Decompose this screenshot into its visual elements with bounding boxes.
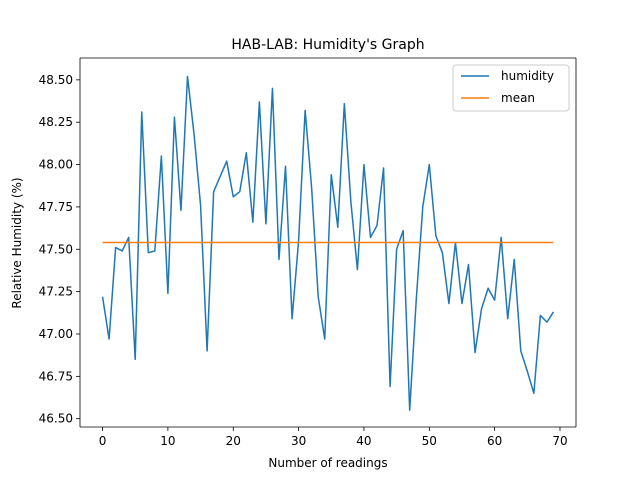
chart-title: HAB-LAB: Humidity's Graph bbox=[231, 37, 424, 53]
y-axis: 46.50 46.75 47.00 47.25 47.50 47.75 48.00 48.25… bbox=[39, 73, 80, 426]
legend-label-mean: mean bbox=[501, 91, 535, 105]
x-tick-label: 0 bbox=[99, 434, 107, 448]
x-axis: 0 10 20 30 40 50 60 70 bbox=[99, 427, 568, 448]
series-line-humidity bbox=[101, 75, 555, 411]
x-axis-label: Number of readings bbox=[268, 456, 387, 470]
y-tick-label: 47.00 bbox=[39, 327, 73, 341]
series-layer bbox=[101, 75, 555, 411]
legend-label-humidity: humidity bbox=[501, 69, 554, 83]
y-tick-label: 48.50 bbox=[39, 73, 73, 87]
y-axis-label: Relative Humidity (%) bbox=[10, 177, 24, 308]
y-tick-label: 48.25 bbox=[39, 115, 73, 129]
y-tick-label: 46.75 bbox=[39, 369, 73, 383]
x-tick-label: 10 bbox=[160, 434, 175, 448]
y-tick-label: 46.50 bbox=[39, 412, 73, 426]
y-tick-label: 47.75 bbox=[39, 200, 73, 214]
x-tick-label: 30 bbox=[291, 434, 306, 448]
axes-frame bbox=[79, 57, 577, 428]
y-tick-label: 48.00 bbox=[39, 158, 73, 172]
x-tick-label: 60 bbox=[487, 434, 502, 448]
y-tick-label: 47.25 bbox=[39, 285, 73, 299]
x-tick-label: 70 bbox=[552, 434, 567, 448]
y-tick-label: 47.50 bbox=[39, 242, 73, 256]
legend: humidity mean bbox=[452, 64, 570, 112]
x-tick-label: 50 bbox=[422, 434, 437, 448]
x-tick-label: 40 bbox=[356, 434, 371, 448]
x-tick-label: 20 bbox=[226, 434, 241, 448]
